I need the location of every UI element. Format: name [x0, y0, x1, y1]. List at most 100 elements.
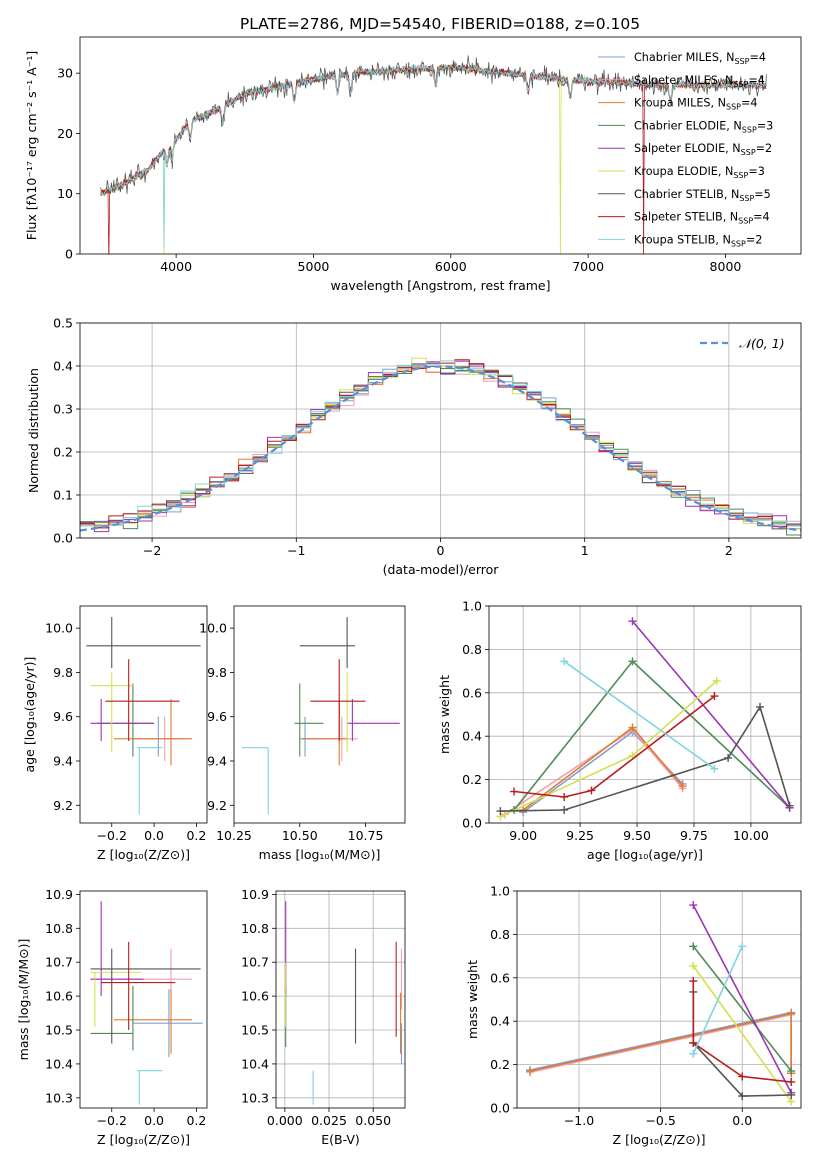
x-tick-label: 4000 — [160, 259, 192, 274]
plus-marker — [689, 1049, 698, 1058]
x-axis-label: age [log₁₀(age/yr)] — [587, 847, 703, 862]
errorbar-point — [90, 971, 142, 1027]
legend: 𝒩(0, 1) — [700, 336, 785, 351]
x-tick-label: 0 — [437, 543, 445, 558]
y-tick-label: 10.4 — [45, 1056, 73, 1071]
x-tick-label: 9.50 — [623, 828, 651, 843]
y-tick-label: 0 — [65, 247, 73, 262]
x-tick-label: 10.00 — [733, 828, 769, 843]
y-tick-label: 0.0 — [53, 531, 73, 546]
plot-area — [241, 617, 400, 815]
y-tick-label: 10.5 — [241, 1023, 269, 1038]
plus-marker — [526, 1067, 535, 1076]
legend-entry: Chabrier STELIB, NSSP=5 — [634, 188, 771, 203]
axes-frame — [79, 890, 208, 1109]
y-tick-label: 0.3 — [53, 402, 73, 417]
axes-frame — [79, 322, 802, 539]
plus-marker — [787, 1077, 796, 1086]
axes-frame — [79, 605, 208, 824]
errorbar-point — [347, 699, 400, 742]
errorbar-point — [310, 659, 366, 742]
y-axis-label: Normed distribution — [26, 368, 41, 493]
x-tick-label: 9.25 — [566, 828, 594, 843]
y-tick-label: 0.1 — [53, 488, 73, 503]
y-axis-label: mass weight — [465, 960, 480, 1039]
legend-entry: Kroupa MILES, NSSP=4 — [634, 97, 757, 112]
y-tick-label: 0.4 — [462, 729, 482, 744]
errorbar-point — [113, 989, 193, 1054]
x-tick-label: 0.050 — [355, 1113, 391, 1128]
y-axis-label: mass weight — [437, 675, 452, 754]
y-tick-label: 1.0 — [490, 884, 510, 899]
x-axis-label: Z [log₁₀(Z/Z⊙)] — [97, 847, 190, 862]
plus-marker — [560, 792, 569, 801]
y-axis-label: Flux [fλ10⁻¹⁷ erg cm⁻² s⁻¹ A⁻¹] — [24, 51, 39, 240]
y-tick-label: 10.6 — [45, 989, 73, 1004]
x-tick-label: −2 — [143, 543, 161, 558]
x-tick-label: 8000 — [710, 259, 742, 274]
plot-area — [100, 55, 767, 254]
plus-marker — [628, 657, 637, 666]
plus-marker — [587, 786, 596, 795]
x-tick-label: 7000 — [572, 259, 604, 274]
axes-frame — [516, 890, 802, 1109]
legend-entry: 𝒩(0, 1) — [739, 336, 785, 351]
errorbar-point — [137, 1070, 163, 1105]
y-tick-label: 30 — [57, 66, 73, 81]
errorbar-point — [113, 699, 193, 766]
errorbar-point — [299, 617, 356, 668]
weight-line — [692, 945, 743, 1055]
y-tick-label: 10.8 — [241, 921, 269, 936]
plus-marker — [710, 764, 719, 773]
y-tick-label: 10.6 — [241, 989, 269, 1004]
x-tick-label: 10.25 — [216, 828, 252, 843]
axes-age_vs_Z: −0.2 0.0 0.2 9.2 9.4 9.6 9.8 10.0 Z [log₁₀(Z/Z⊙)… — [22, 605, 208, 862]
plot-area — [86, 617, 201, 815]
x-tick-label: 1 — [581, 543, 589, 558]
plus-marker — [710, 692, 719, 701]
plus-marker — [510, 787, 519, 796]
y-tick-label: 0.2 — [53, 445, 73, 460]
y-tick-label: 9.4 — [207, 754, 227, 769]
x-axis-label: Z [log₁₀(Z/Z⊙)] — [613, 1132, 706, 1147]
plus-marker — [496, 807, 505, 816]
plus-marker — [689, 942, 698, 951]
plus-marker — [628, 723, 637, 732]
plus-marker — [787, 1067, 796, 1076]
axes-age_vs_mass: 10.25 10.50 10.75 9.2 9.4 9.6 9.8 10.0 mass [log… — [199, 605, 406, 862]
plus-marker — [689, 1038, 698, 1047]
weight-line — [692, 945, 792, 1072]
y-tick-label: 10.3 — [45, 1090, 73, 1105]
plus-marker — [738, 942, 747, 951]
x-tick-label: −1 — [287, 543, 305, 558]
weight-line — [563, 660, 715, 770]
y-tick-label: 0.5 — [53, 316, 73, 331]
axes-weight_vs_age: 9.00 9.25 9.50 9.75 10.00 0.0 0.2 0.4 0.6 0.8 1.0 a… — [437, 599, 802, 862]
y-tick-label: 10 — [57, 186, 73, 201]
x-tick-label: 9.75 — [680, 828, 708, 843]
legend-entry: Chabrier ELODIE, NSSP=3 — [634, 119, 773, 134]
y-tick-label: 0.2 — [462, 772, 482, 787]
x-tick-label: 0.0 — [144, 828, 164, 843]
plus-marker — [724, 753, 733, 762]
x-tick-label: 0.0 — [732, 1113, 752, 1128]
y-tick-label: 9.2 — [53, 798, 73, 813]
x-tick-label: −0.2 — [97, 828, 127, 843]
y-tick-label: 10.8 — [45, 921, 73, 936]
errorbar-point — [105, 659, 180, 742]
errorbar-point — [90, 901, 144, 997]
x-axis-label: (data-model)/error — [383, 562, 500, 577]
axes-mass_vs_ebv: 0.000 0.025 0.050 10.3 10.4 10.5 10.6 10.7 10.8 1… — [241, 887, 406, 1147]
errorbar-point — [90, 948, 201, 1044]
y-tick-label: 10.0 — [199, 621, 227, 636]
plus-marker — [689, 977, 698, 986]
x-tick-label: −0.2 — [97, 1113, 127, 1128]
plus-marker — [785, 801, 794, 810]
plus-marker — [628, 617, 637, 626]
axes-residuals: −2 −1 0 1 2 0.0 0.1 0.2 0.3 0.4 0.5 (data-model)/er… — [26, 316, 802, 577]
y-tick-label: 0.0 — [490, 1101, 510, 1116]
y-tick-label: 0.6 — [462, 685, 482, 700]
y-tick-label: 10.3 — [241, 1090, 269, 1105]
y-tick-label: 0.4 — [53, 359, 73, 374]
grid — [276, 891, 405, 1108]
